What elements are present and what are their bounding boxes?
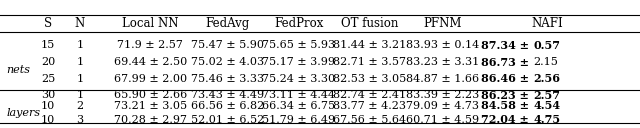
Text: 3: 3 (76, 115, 84, 125)
Text: nets: nets (6, 65, 31, 75)
Text: FedAvg: FedAvg (205, 17, 250, 30)
Text: 73.43 ± 4.49: 73.43 ± 4.49 (191, 90, 264, 100)
Text: 86.73 ±: 86.73 ± (481, 57, 533, 68)
Text: 65.90 ± 2.66: 65.90 ± 2.66 (114, 90, 187, 100)
Text: 2: 2 (76, 101, 84, 111)
Text: 84.87 ± 1.66: 84.87 ± 1.66 (406, 74, 479, 84)
Text: 75.17 ± 3.99: 75.17 ± 3.99 (262, 57, 335, 67)
Text: 70.28 ± 2.97: 70.28 ± 2.97 (114, 115, 187, 125)
Text: 79.09 ± 4.73: 79.09 ± 4.73 (406, 101, 479, 111)
Text: 73.11 ± 4.44: 73.11 ± 4.44 (262, 90, 335, 100)
Text: 67.56 ± 5.64: 67.56 ± 5.64 (333, 115, 406, 125)
Text: N: N (75, 17, 85, 30)
Text: 83.77 ± 4.23: 83.77 ± 4.23 (333, 101, 406, 111)
Text: 84.58 ±: 84.58 ± (481, 100, 533, 111)
Text: 82.71 ± 3.57: 82.71 ± 3.57 (333, 57, 406, 67)
Text: 71.9 ± 2.57: 71.9 ± 2.57 (118, 40, 183, 50)
Text: FedProx: FedProx (274, 17, 324, 30)
Text: 52.01 ± 6.52: 52.01 ± 6.52 (191, 115, 264, 125)
Text: 73.21 ± 3.05: 73.21 ± 3.05 (114, 101, 187, 111)
Text: 81.44 ± 3.21: 81.44 ± 3.21 (333, 40, 406, 50)
Text: 15: 15 (41, 40, 55, 50)
Text: 10: 10 (41, 115, 55, 125)
Text: Local NN: Local NN (122, 17, 179, 30)
Text: 30: 30 (41, 90, 55, 100)
Text: 51.79 ± 6.49: 51.79 ± 6.49 (262, 115, 335, 125)
Text: 86.23 ±: 86.23 ± (481, 90, 533, 101)
Text: PFNM: PFNM (424, 17, 462, 30)
Text: 75.24 ± 3.30: 75.24 ± 3.30 (262, 74, 335, 84)
Text: 66.56 ± 6.82: 66.56 ± 6.82 (191, 101, 264, 111)
Text: 66.34 ± 6.75: 66.34 ± 6.75 (262, 101, 335, 111)
Text: 75.65 ± 5.93: 75.65 ± 5.93 (262, 40, 335, 50)
Text: 1: 1 (76, 90, 84, 100)
Text: layers: layers (6, 108, 40, 118)
Text: 82.74 ± 2.41: 82.74 ± 2.41 (333, 90, 406, 100)
Text: 25: 25 (41, 74, 55, 84)
Text: 83.39 ± 2.23: 83.39 ± 2.23 (406, 90, 479, 100)
Text: OT fusion: OT fusion (341, 17, 399, 30)
Text: 2.15: 2.15 (533, 57, 558, 67)
Text: 2.57: 2.57 (533, 90, 560, 101)
Text: 83.23 ± 3.31: 83.23 ± 3.31 (406, 57, 479, 67)
Text: S: S (44, 17, 52, 30)
Text: 83.93 ± 0.14: 83.93 ± 0.14 (406, 40, 479, 50)
Text: 2.56: 2.56 (533, 73, 560, 84)
Text: 82.53 ± 3.05: 82.53 ± 3.05 (333, 74, 406, 84)
Text: 75.47 ± 5.90: 75.47 ± 5.90 (191, 40, 264, 50)
Text: 20: 20 (41, 57, 55, 67)
Text: 75.02 ± 4.03: 75.02 ± 4.03 (191, 57, 264, 67)
Text: 75.46 ± 3.33: 75.46 ± 3.33 (191, 74, 264, 84)
Text: NAFI: NAFI (531, 17, 563, 30)
Text: 0.57: 0.57 (533, 40, 560, 51)
Text: 69.44 ± 2.50: 69.44 ± 2.50 (114, 57, 187, 67)
Text: 1: 1 (76, 40, 84, 50)
Text: 10: 10 (41, 101, 55, 111)
Text: 4.75: 4.75 (533, 114, 560, 125)
Text: 86.46 ±: 86.46 ± (481, 73, 533, 84)
Text: 1: 1 (76, 74, 84, 84)
Text: 67.99 ± 2.00: 67.99 ± 2.00 (114, 74, 187, 84)
Text: 60.71 ± 4.59: 60.71 ± 4.59 (406, 115, 479, 125)
Text: 87.34 ±: 87.34 ± (481, 40, 533, 51)
Text: 4.54: 4.54 (533, 100, 560, 111)
Text: 1: 1 (76, 57, 84, 67)
Text: 72.04 ±: 72.04 ± (481, 114, 533, 125)
